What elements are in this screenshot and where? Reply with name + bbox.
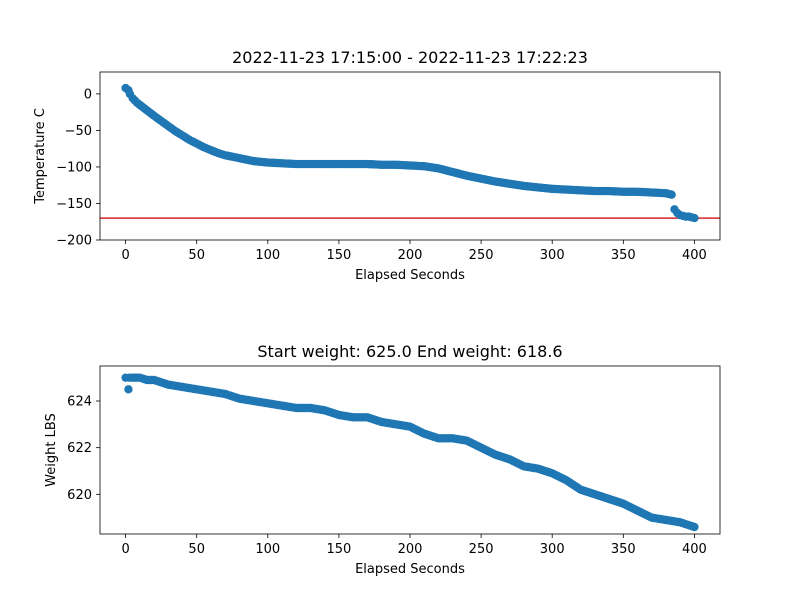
temperature-y-tick-label-1: −150: [56, 197, 92, 212]
weight-x-axis-label: Elapsed Seconds: [355, 562, 465, 577]
weight-x-tick-label-6: 300: [540, 542, 565, 557]
temperature-y-tick-label-4: 0: [84, 87, 92, 102]
weight-x-tick-label-8: 400: [682, 542, 707, 557]
temperature-chart: 2022-11-23 17:15:00 - 2022-11-23 17:22:2…: [33, 48, 721, 283]
temperature-x-tick-label-7: 350: [611, 248, 636, 263]
weight-points: [121, 373, 699, 532]
temperature-x-tick-label-3: 150: [326, 248, 351, 263]
temperature-chart-title: 2022-11-23 17:15:00 - 2022-11-23 17:22:2…: [232, 48, 588, 67]
weight-x-tick-label-0: 0: [121, 542, 129, 557]
weight-point-1: [124, 385, 133, 394]
temperature-x-tick-label-5: 250: [469, 248, 494, 263]
temperature-x-tick-label-1: 50: [188, 248, 205, 263]
weight-x-tick-label-1: 50: [188, 542, 205, 557]
weight-chart-title: Start weight: 625.0 End weight: 618.6: [257, 342, 562, 361]
temperature-y-tick-label-0: −200: [56, 234, 92, 249]
weight-x-tick-label-5: 250: [469, 542, 494, 557]
temperature-x-tick-label-0: 0: [121, 248, 129, 263]
temperature-x-tick-label-6: 300: [540, 248, 565, 263]
temperature-x-tick-label-2: 100: [255, 248, 280, 263]
temperature-x-tick-label-8: 400: [682, 248, 707, 263]
temperature-y-axis-label: Temperature C: [33, 108, 48, 205]
weight-x-tick-label-2: 100: [255, 542, 280, 557]
weight-y-tick-label-1: 622: [67, 441, 92, 456]
temperature-y-tick-label-3: −50: [65, 124, 92, 139]
weight-x-tick-label-3: 150: [326, 542, 351, 557]
temperature-x-axis-label: Elapsed Seconds: [355, 268, 465, 283]
weight-chart: Start weight: 625.0 End weight: 618.6 0 50…: [44, 342, 721, 577]
weight-x-tick-label-7: 350: [611, 542, 636, 557]
weight-x-tick-label-4: 200: [398, 542, 423, 557]
temperature-points: [121, 83, 699, 223]
weight-y-tick-label-0: 620: [67, 488, 92, 503]
temperature-point-271: [690, 213, 699, 223]
temperature-point-263: [667, 190, 676, 199]
weight-point-277: [690, 522, 699, 532]
weight-y-axis-label: Weight LBS: [44, 413, 59, 487]
weight-y-tick-label-2: 624: [67, 395, 92, 410]
temperature-y-tick-label-2: −100: [56, 160, 92, 175]
temperature-x-tick-label-4: 200: [398, 248, 423, 263]
